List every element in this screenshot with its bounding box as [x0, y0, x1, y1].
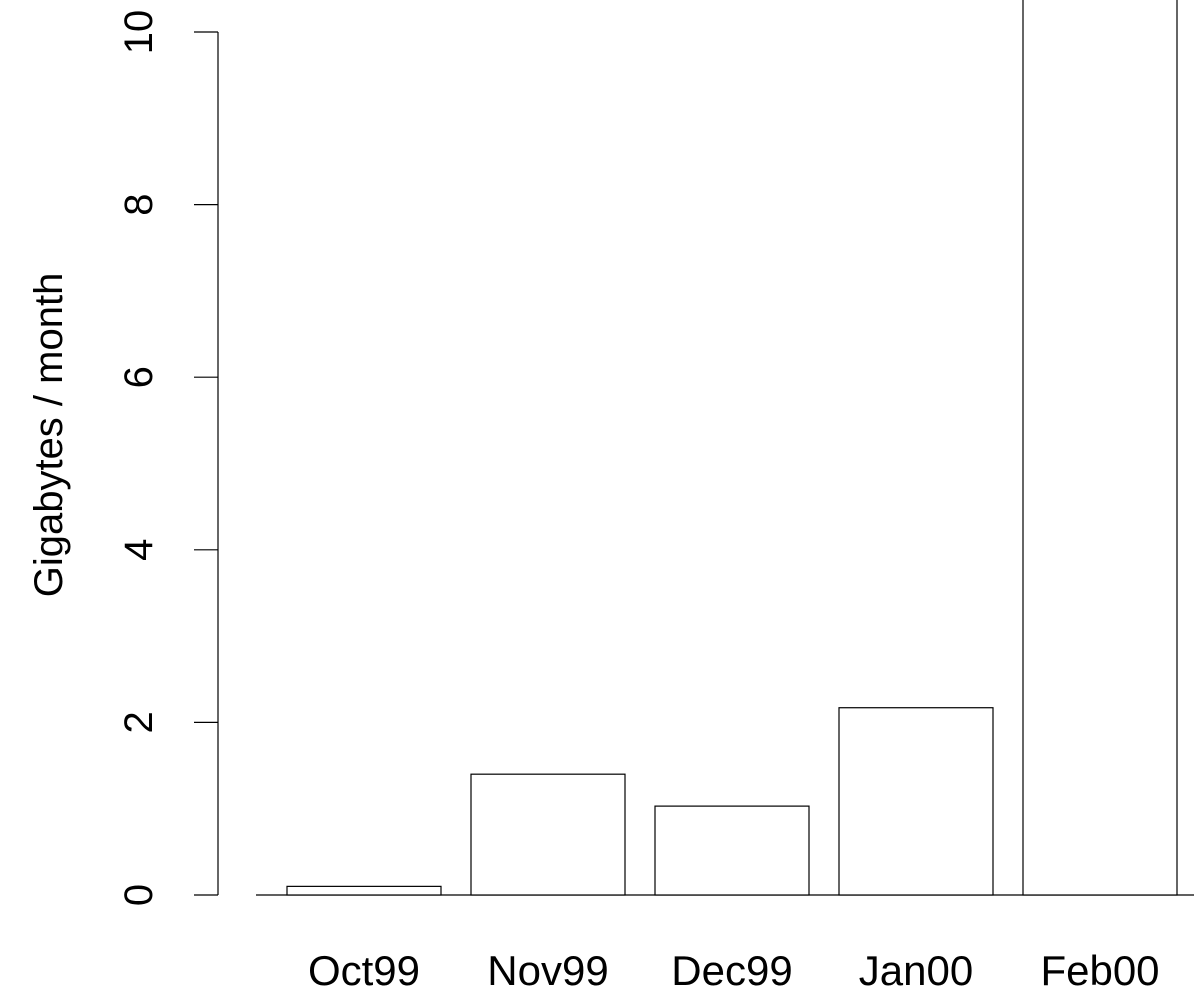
y-tick-label: 10 — [117, 10, 161, 55]
y-tick-label: 2 — [117, 711, 161, 733]
y-tick-label: 0 — [117, 884, 161, 906]
x-tick-label: Feb00 — [1040, 947, 1159, 994]
bar-jan00 — [838, 707, 994, 896]
bar-nov99 — [470, 773, 626, 896]
x-tick-label: Dec99 — [671, 947, 792, 994]
x-tick-label: Jan00 — [859, 947, 973, 994]
y-axis: 0 2 4 6 8 10 — [117, 10, 219, 906]
x-axis-labels: Oct99 Nov99 Dec99 Jan00 Feb00 — [308, 947, 1160, 994]
y-tick-label: 8 — [117, 193, 161, 215]
bar-oct99 — [286, 885, 442, 896]
x-tick-label: Nov99 — [487, 947, 608, 994]
bar-feb00 — [1022, 0, 1178, 896]
y-tick-label: 4 — [117, 539, 161, 561]
y-axis-label: Gigabytes / month — [27, 273, 71, 598]
y-tick-label: 6 — [117, 366, 161, 388]
x-tick-label: Oct99 — [308, 947, 420, 994]
bars — [256, 0, 1194, 896]
bar-dec99 — [654, 805, 810, 896]
